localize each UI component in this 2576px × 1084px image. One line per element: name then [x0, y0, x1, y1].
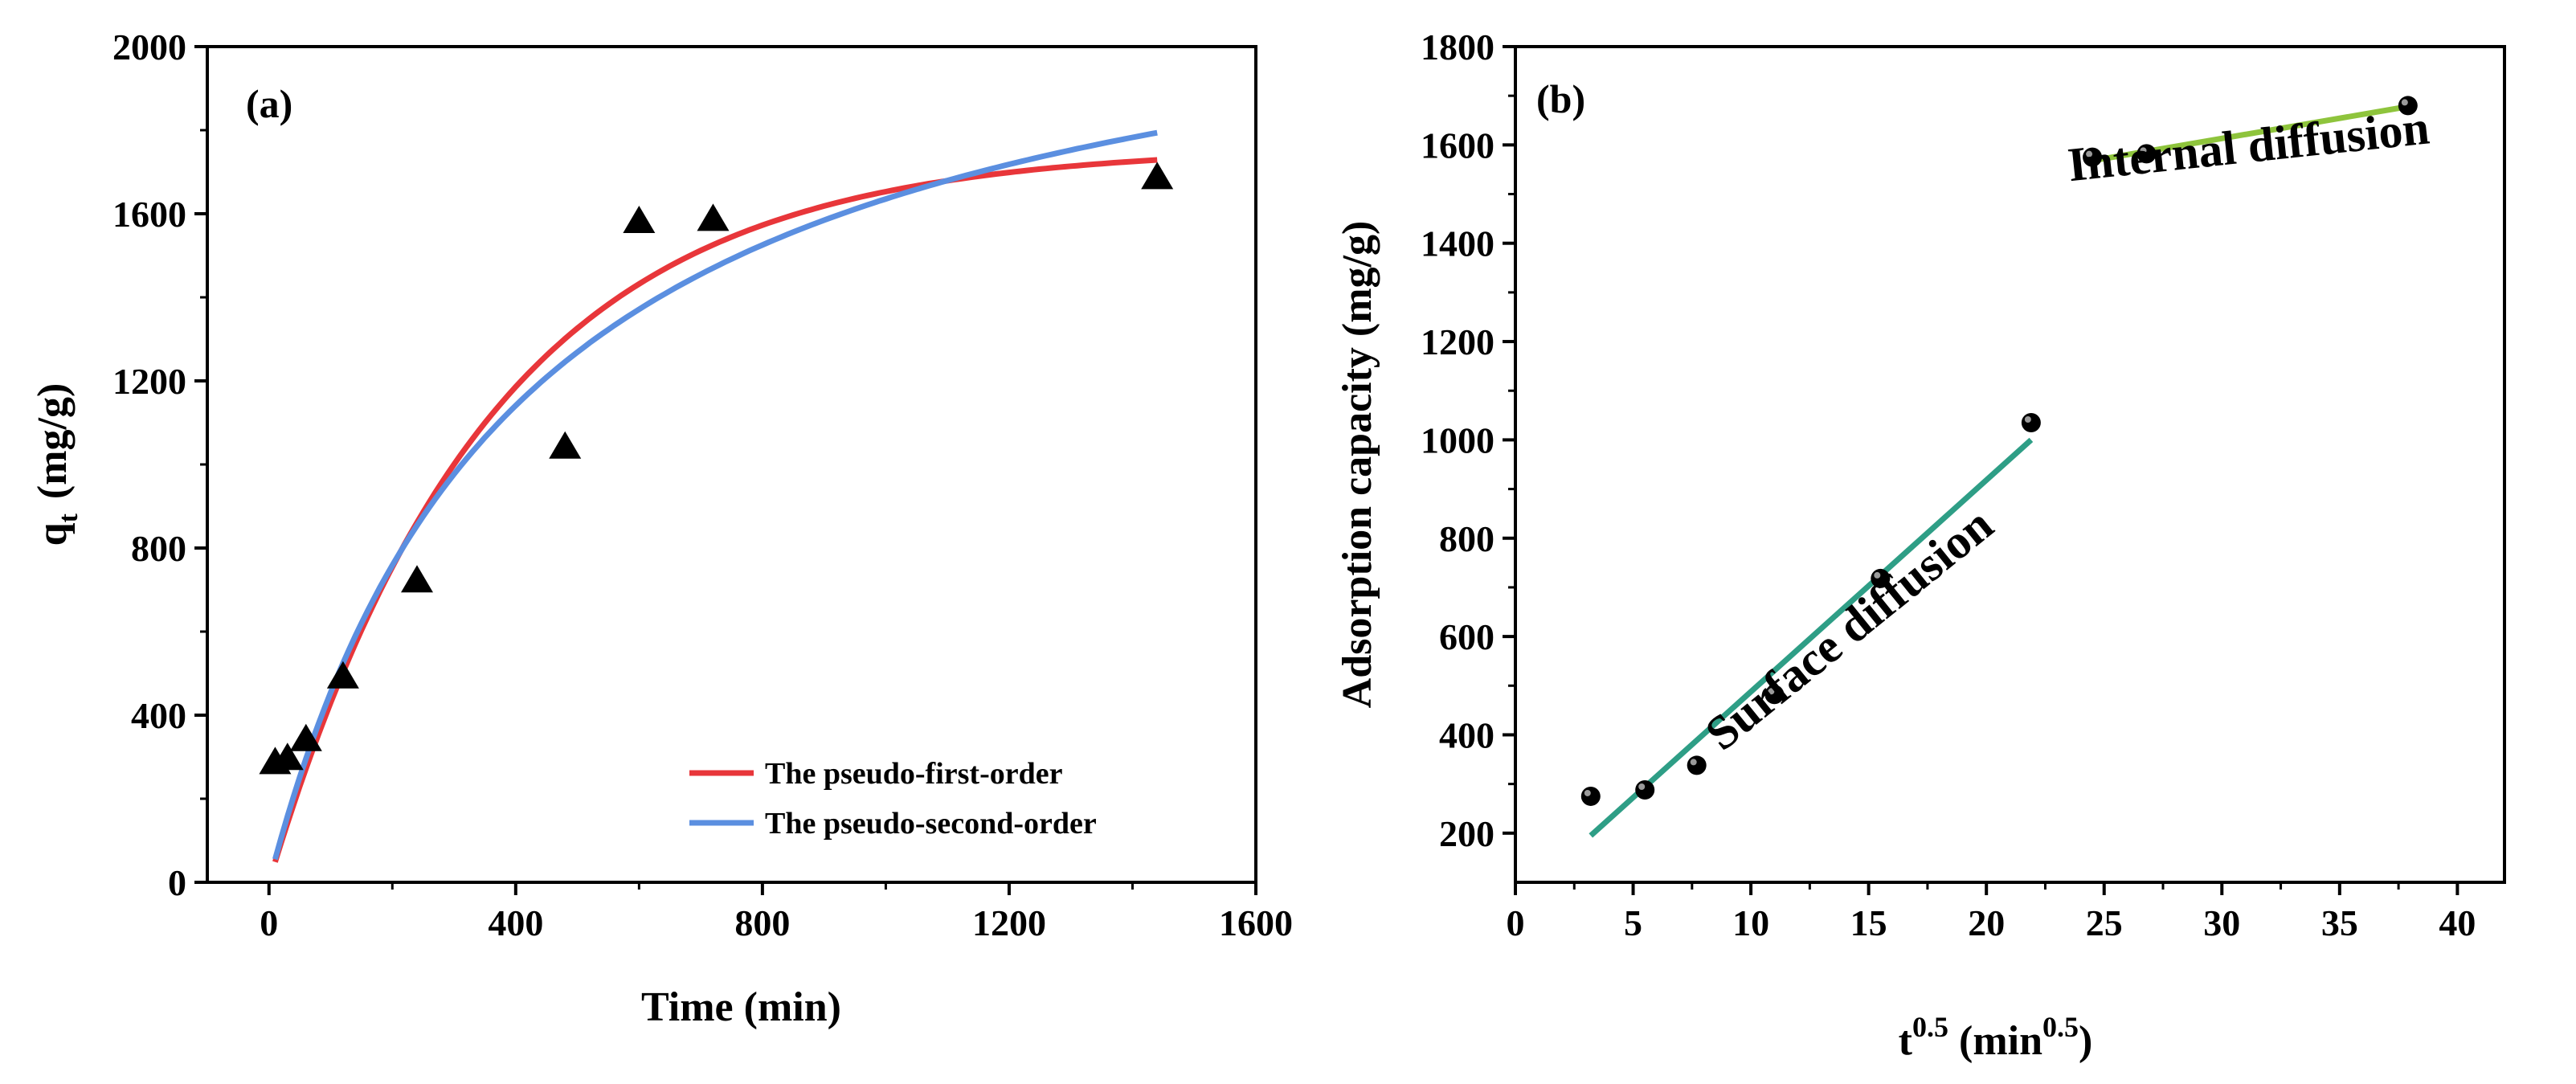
panel-a-y-tick-label: 2000 [112, 27, 186, 67]
data-point-highlight [1768, 688, 1775, 695]
panel-b-y-tick-label: 400 [1439, 714, 1494, 755]
panel-b-y-axis-title: Adsorption capacity (mg/g) [1335, 221, 1380, 709]
data-point-highlight [2401, 99, 2408, 106]
series-line-the-pseudo-second-order [272, 129, 1158, 861]
panel-b-y-tick-label: 1600 [1421, 125, 1494, 166]
data-point-triangle [697, 203, 730, 231]
data-point-circle [1580, 786, 1601, 806]
panel-b-x-tick-label: 25 [2086, 902, 2123, 943]
data-point-highlight [1874, 571, 1881, 579]
panel-b-x-tick-label: 20 [1968, 902, 2005, 943]
panel-b-y-tick-label: 1400 [1421, 223, 1494, 264]
panel-a-x-tick-label: 1200 [972, 902, 1046, 943]
panel-b-x-tick-label: 30 [2203, 902, 2240, 943]
panel-b-x-tick-label: 5 [1624, 902, 1642, 943]
data-point-highlight [2140, 147, 2147, 154]
panel-a-y-tick-label: 0 [168, 862, 186, 903]
panel-a-y-tick-label: 1200 [112, 361, 186, 402]
panel-a: 0 400 800 1200 1600 0 400 800 1200 1600 2000 (a) T… [30, 27, 1293, 1030]
panel-b-x-tick-label: 35 [2321, 902, 2358, 943]
panel-b-plot-frame [1514, 45, 2506, 884]
y-axis-title-q: q [30, 522, 76, 546]
legend-label-pseudo-second-order: The pseudo-second-order [765, 807, 1097, 841]
data-point-triangle [289, 723, 322, 751]
data-point-highlight [2024, 416, 2031, 423]
panel-a-plot-frame [206, 45, 1257, 884]
data-point-triangle [271, 742, 304, 771]
panel-b-y-tick-label: 800 [1439, 518, 1494, 559]
panel-a-ticks: 0 400 800 1200 1600 0 400 800 1200 1600 2000 [112, 27, 1293, 943]
panel-b-x-tick-label: 10 [1732, 902, 1769, 943]
panel-b-ticks: 0 5 10 15 20 25 30 35 40 200 400 600 800 1000 1200 1400… [1421, 27, 2476, 943]
data-point-highlight [2086, 150, 2093, 157]
panel-a-y-tick-label: 1600 [112, 194, 186, 235]
panel-a-legend: The pseudo-first-order The pseudo-second… [689, 757, 1097, 841]
panel-a-lines [272, 129, 1158, 863]
data-point-triangle [1141, 162, 1174, 190]
data-point-highlight [1690, 759, 1697, 766]
panel-a-x-tick-label: 800 [734, 902, 790, 943]
fit-line-surface-diffusion-fit [1589, 437, 2034, 838]
panel-a-x-tick-label: 1600 [1219, 902, 1293, 943]
x-axis-title-end: ) [2079, 1018, 2092, 1064]
data-point-highlight [1638, 783, 1646, 790]
data-point-circle [1687, 755, 1707, 775]
x-axis-title-superscript-1: 0.5 [1912, 1011, 1948, 1043]
panel-b-x-axis-title: t0.5 (min0.5) [1899, 1011, 2093, 1064]
panel-a-y-axis-title: qt (mg/g) [30, 383, 84, 546]
panel-a-markers [259, 162, 1174, 775]
panel-a-label: (a) [246, 81, 292, 126]
legend-label-pseudo-first-order: The pseudo-first-order [765, 757, 1063, 791]
data-point-circle [1635, 779, 1655, 800]
panel-b: 0 5 10 15 20 25 30 35 40 200 400 600 800 1000 1200 1400… [1335, 27, 2506, 1064]
panel-a-x-tick-label: 400 [488, 902, 543, 943]
data-point-triangle [326, 661, 359, 689]
panel-b-label: (b) [1536, 76, 1585, 121]
panel-b-x-tick-label: 0 [1507, 902, 1525, 943]
y-axis-title-units: (mg/g) [30, 383, 76, 499]
panel-b-markers [1580, 96, 2418, 806]
panel-b-y-tick-label: 1200 [1421, 321, 1494, 362]
y-axis-title-subscript-t: t [54, 513, 84, 522]
data-point-circle [2021, 413, 2041, 432]
x-axis-title-t: t [1899, 1018, 1913, 1064]
x-axis-title-superscript-2: 0.5 [2042, 1011, 2079, 1043]
panel-b-y-tick-label: 600 [1439, 616, 1494, 657]
annotation-internal-diffusion: Internal diffusion [2065, 100, 2431, 191]
data-point-triangle [401, 565, 433, 593]
panel-a-x-axis-title: Time (min) [641, 984, 841, 1030]
x-axis-title-mid: (min [1948, 1018, 2042, 1064]
data-point-triangle [549, 431, 582, 459]
panel-b-x-tick-label: 15 [1850, 902, 1887, 943]
panel-a-y-tick-label: 800 [131, 528, 186, 569]
panel-a-y-tick-label: 400 [131, 695, 186, 736]
data-point-triangle [623, 206, 656, 233]
panel-b-y-tick-label: 1800 [1421, 27, 1494, 67]
data-point-highlight [1584, 789, 1591, 796]
annotation-surface-diffusion: Surface diffusion [1695, 497, 2002, 760]
panel-b-y-tick-label: 1000 [1421, 419, 1494, 460]
panel-b-y-tick-label: 200 [1439, 813, 1494, 854]
panel-b-x-tick-label: 40 [2439, 902, 2476, 943]
panel-a-x-tick-label: 0 [260, 902, 278, 943]
